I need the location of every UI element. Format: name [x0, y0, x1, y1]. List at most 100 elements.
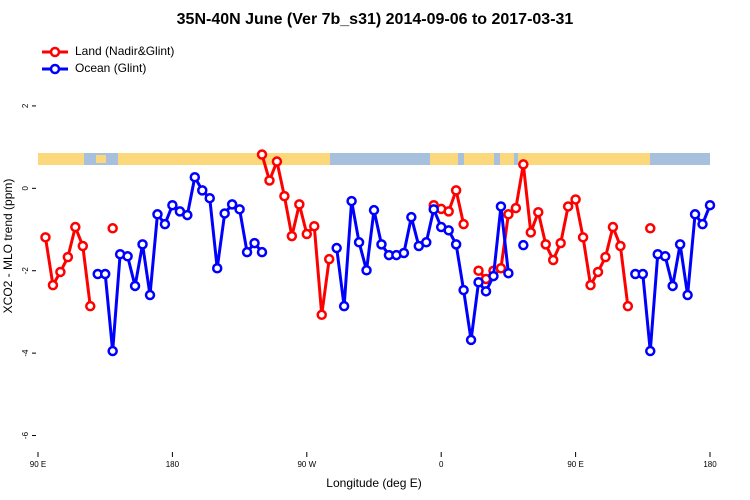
- point: [607, 221, 619, 233]
- x-tick-label: 90 E: [30, 460, 46, 469]
- legend-label: Ocean (Glint): [75, 61, 146, 75]
- strip-land: [118, 153, 330, 165]
- point: [540, 239, 551, 250]
- point: [645, 223, 656, 234]
- x-tick-label: 0: [439, 460, 444, 469]
- y-axis-label: XCO2 - MLO trend (ppm): [1, 179, 15, 314]
- x-tick-label: 90 W: [297, 460, 316, 469]
- surface-strip: [38, 153, 710, 165]
- point: [458, 284, 469, 296]
- series-line: [97, 172, 264, 352]
- series-line: [260, 154, 331, 316]
- point: [47, 279, 59, 291]
- point: [600, 251, 611, 263]
- point: [495, 262, 507, 274]
- point: [458, 218, 469, 230]
- point: [480, 286, 492, 297]
- point: [368, 204, 380, 216]
- point: [70, 221, 81, 233]
- point: [211, 262, 223, 274]
- point: [547, 254, 559, 266]
- point: [450, 185, 462, 196]
- point: [704, 199, 716, 211]
- point: [346, 195, 357, 207]
- point: [443, 225, 454, 236]
- point: [256, 149, 268, 160]
- point: [503, 267, 514, 279]
- y-tick-label: -2: [21, 267, 30, 275]
- point: [279, 190, 290, 202]
- series: [40, 149, 656, 321]
- point: [428, 204, 439, 215]
- point: [99, 268, 111, 280]
- point: [555, 237, 566, 249]
- point: [443, 206, 454, 217]
- point: [323, 253, 335, 265]
- point: [376, 239, 387, 250]
- point: [331, 242, 342, 254]
- point: [256, 246, 268, 258]
- y-tick-label: 2: [21, 103, 30, 108]
- point: [271, 156, 283, 167]
- y-tick-label: -4: [21, 349, 30, 357]
- point: [219, 208, 230, 219]
- point: [406, 211, 417, 223]
- x-tick-label: 180: [703, 460, 717, 469]
- chart-title: 35N-40N June (Ver 7b_s31) 2014-09-06 to …: [177, 11, 574, 28]
- point: [241, 246, 253, 258]
- y-tick-label: 0: [21, 186, 30, 191]
- point: [533, 206, 544, 218]
- point: [286, 230, 298, 242]
- point: [562, 201, 574, 212]
- point: [316, 309, 327, 321]
- point: [182, 209, 193, 221]
- point: [249, 237, 260, 249]
- point: [361, 265, 372, 276]
- point: [585, 279, 596, 291]
- legend-marker: [49, 63, 61, 75]
- strip-land: [38, 153, 84, 165]
- point: [577, 232, 589, 243]
- point: [615, 240, 626, 252]
- point: [697, 218, 708, 230]
- point: [645, 345, 656, 357]
- point: [77, 240, 89, 252]
- strip-land: [464, 153, 494, 165]
- point: [518, 159, 529, 170]
- point: [62, 251, 74, 263]
- point: [637, 268, 649, 280]
- point: [159, 218, 171, 230]
- point: [682, 289, 693, 301]
- series-line: [43, 222, 92, 307]
- point: [510, 202, 522, 214]
- x-tick-label: 180: [166, 460, 180, 469]
- point: [167, 199, 178, 211]
- point: [189, 171, 201, 183]
- point: [398, 247, 410, 259]
- point: [689, 209, 701, 220]
- series-line: [477, 164, 630, 307]
- point: [473, 265, 484, 276]
- strip-land: [96, 155, 106, 163]
- point: [518, 239, 529, 251]
- point: [570, 194, 581, 205]
- point: [294, 199, 305, 210]
- x-axis-label: Longitude (deg E): [326, 476, 421, 490]
- series: [92, 171, 716, 357]
- legend-marker: [49, 46, 61, 58]
- point: [234, 204, 245, 215]
- point: [55, 266, 66, 278]
- point: [488, 270, 499, 282]
- strip-land: [430, 153, 458, 165]
- point: [40, 232, 51, 243]
- point: [144, 289, 156, 301]
- y-tick-label: -6: [21, 431, 30, 439]
- point: [152, 209, 163, 220]
- point: [226, 199, 238, 210]
- point: [495, 201, 507, 212]
- point: [503, 209, 514, 220]
- point: [107, 223, 118, 234]
- point: [309, 220, 320, 232]
